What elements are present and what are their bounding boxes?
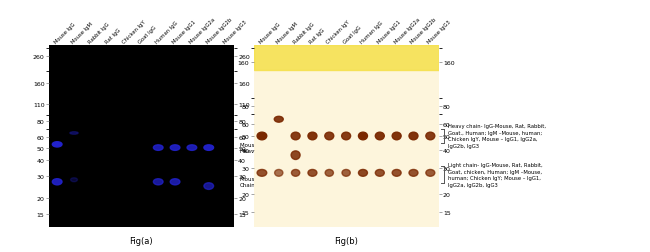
Text: Heavy chain- IgG-Mouse, Rat, Rabbit,
Goat., Human; IgM –Mouse, human;
Chicken Ig: Heavy chain- IgG-Mouse, Rat, Rabbit, Goa… bbox=[448, 124, 546, 148]
Ellipse shape bbox=[153, 179, 163, 185]
Ellipse shape bbox=[308, 170, 317, 177]
Ellipse shape bbox=[257, 133, 266, 140]
Ellipse shape bbox=[426, 170, 435, 177]
Ellipse shape bbox=[375, 170, 384, 177]
Text: Fig(a): Fig(a) bbox=[129, 236, 153, 245]
Ellipse shape bbox=[342, 133, 350, 140]
Ellipse shape bbox=[308, 133, 317, 140]
Ellipse shape bbox=[53, 179, 62, 185]
Ellipse shape bbox=[359, 170, 367, 177]
Ellipse shape bbox=[153, 145, 163, 151]
Ellipse shape bbox=[325, 133, 333, 140]
Ellipse shape bbox=[392, 133, 401, 140]
Ellipse shape bbox=[187, 145, 197, 151]
Bar bbox=[254, 45, 439, 71]
Text: Mouse IgG
Heavy Chain: Mouse IgG Heavy Chain bbox=[240, 143, 274, 153]
Ellipse shape bbox=[170, 179, 180, 185]
Ellipse shape bbox=[359, 133, 367, 140]
Text: Fig(b): Fig(b) bbox=[334, 236, 358, 245]
Ellipse shape bbox=[409, 170, 418, 177]
Ellipse shape bbox=[392, 170, 401, 177]
Ellipse shape bbox=[426, 133, 435, 140]
Text: Light chain- IgG-Mouse, Rat, Rabbit,
Goat, chicken, Human; IgM –Mouse,
human; Ch: Light chain- IgG-Mouse, Rat, Rabbit, Goa… bbox=[448, 162, 543, 187]
Text: Mouse IgG Light
Chain: Mouse IgG Light Chain bbox=[240, 177, 284, 187]
Ellipse shape bbox=[204, 145, 214, 151]
Ellipse shape bbox=[291, 151, 300, 160]
Ellipse shape bbox=[170, 145, 180, 151]
Ellipse shape bbox=[274, 117, 283, 123]
Ellipse shape bbox=[342, 170, 350, 177]
Ellipse shape bbox=[291, 170, 300, 177]
Ellipse shape bbox=[409, 133, 418, 140]
Ellipse shape bbox=[257, 170, 266, 177]
Ellipse shape bbox=[291, 133, 300, 140]
Ellipse shape bbox=[375, 133, 384, 140]
Ellipse shape bbox=[204, 183, 214, 190]
Ellipse shape bbox=[274, 170, 283, 177]
Ellipse shape bbox=[70, 132, 78, 135]
Ellipse shape bbox=[53, 142, 62, 147]
Ellipse shape bbox=[71, 178, 77, 182]
Ellipse shape bbox=[325, 170, 333, 177]
